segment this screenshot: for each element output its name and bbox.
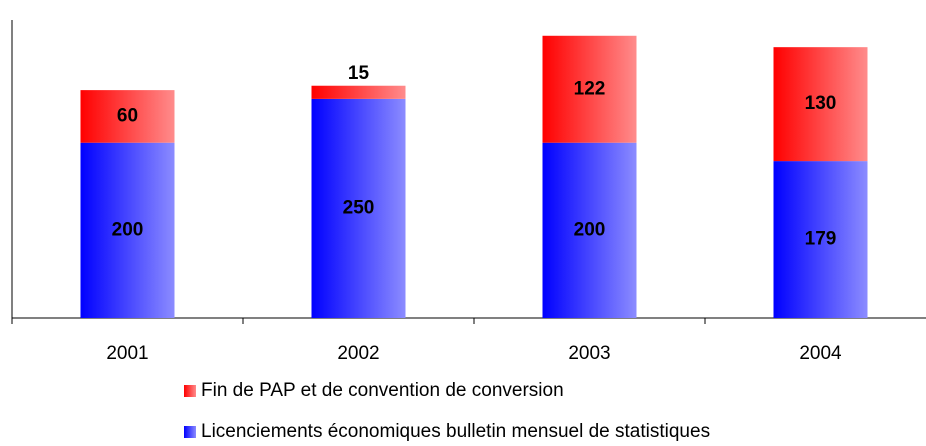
bar-segment xyxy=(311,85,406,99)
bar-segment xyxy=(80,142,175,318)
legend-label: Fin de PAP et de convention de conversio… xyxy=(201,380,564,401)
data-label: 15 xyxy=(348,63,370,84)
data-label: 60 xyxy=(117,105,138,126)
data-label: 200 xyxy=(574,219,606,240)
x-tick-label: 2003 xyxy=(568,343,610,364)
legend-swatch xyxy=(184,385,196,397)
legend-label: Licenciements économiques bulletin mensu… xyxy=(201,421,710,442)
data-label: 122 xyxy=(574,78,606,99)
x-tick-label: 2001 xyxy=(106,343,148,364)
bar-segment xyxy=(773,47,868,162)
data-label: 179 xyxy=(805,229,837,250)
data-label: 200 xyxy=(112,219,144,240)
bar-segment xyxy=(542,142,637,318)
bar-segment xyxy=(80,90,175,143)
legend-swatch xyxy=(184,426,196,438)
bar-segment xyxy=(773,161,868,318)
x-tick-label: 2002 xyxy=(337,343,379,364)
data-label: 130 xyxy=(805,93,837,114)
data-label: 250 xyxy=(343,197,375,218)
bar-segment xyxy=(311,98,406,318)
bar-segment xyxy=(542,35,637,143)
x-tick-label: 2004 xyxy=(799,343,842,364)
